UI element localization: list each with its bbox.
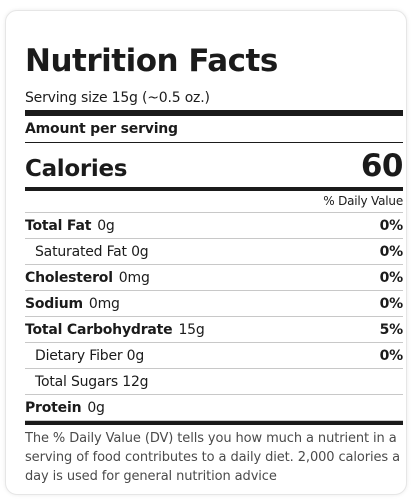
label-title: Nutrition Facts [25,43,278,79]
nutrient-name: Total Carbohydrate [25,321,173,338]
nutrient-name: Total Fat [25,217,92,234]
amount-per-serving: Amount per serving [25,121,178,137]
nutrient-name: Protein [25,399,82,416]
daily-value-footnote: The % Daily Value (DV) tells you how muc… [25,431,400,484]
nutrient-row-cholesterol: Cholesterol 0mg 0% [25,264,403,290]
calories-row: Calories 60 [25,146,404,184]
nutrient-daily-value: 0% [379,269,404,286]
bottom-divider [25,421,403,425]
nutrient-daily-value: 0% [379,243,404,260]
serving-size: Serving size 15g (~0.5 oz.) [25,90,210,106]
nutrient-daily-value: 0% [379,295,404,312]
nutrient-daily-value: 5% [379,321,404,338]
nutrient-amount: 0g [97,217,115,234]
nutrient-name: Saturated Fat 0g [35,243,149,260]
thick-divider [25,110,403,116]
nutrient-row-dietary-fiber: Dietary Fiber 0g 0% [25,342,403,368]
nutrient-amount: 0mg [118,269,150,286]
nutrient-amount: 0g [87,399,105,416]
nutrient-row-sodium: Sodium 0mg 0% [25,290,403,316]
calories-value: 60 [360,148,404,184]
nutrition-facts-label: Nutrition Facts Serving size 15g (~0.5 o… [25,42,404,486]
nutrient-row-protein: Protein 0g [25,394,403,421]
nutrient-amount: 0mg [88,295,120,312]
calories-label: Calories [25,156,128,182]
nutrient-name: Cholesterol [25,269,113,286]
nutrient-row-total-carbohydrate: Total Carbohydrate 15g 5% [25,316,403,342]
nutrient-name: Sodium [25,295,83,312]
nutrient-name: Dietary Fiber 0g [35,347,145,364]
nutrition-card: Nutrition Facts Serving size 15g (~0.5 o… [5,10,407,495]
nutrient-row-total-sugars: Total Sugars 12g [25,368,403,394]
nutrient-name: Total Sugars 12g [35,373,149,390]
nutrient-row-total-fat: Total Fat 0g 0% [25,212,403,238]
thin-divider [25,142,403,143]
medium-divider [25,187,403,191]
nutrient-row-saturated-fat: Saturated Fat 0g 0% [25,238,403,264]
nutrient-daily-value: 0% [379,217,404,234]
daily-value-header: % Daily Value [323,194,403,208]
nutrient-daily-value: 0% [379,347,404,364]
nutrient-amount: 15g [178,321,205,338]
